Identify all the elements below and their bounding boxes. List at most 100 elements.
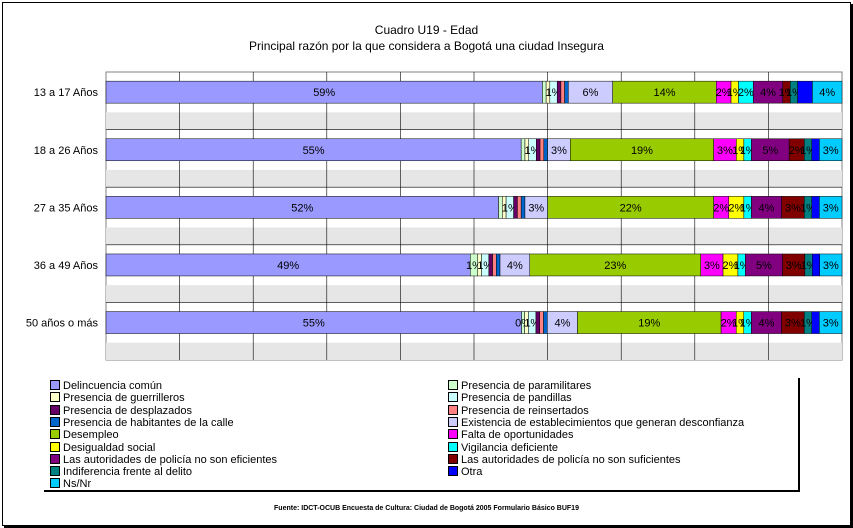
legend-label: Presencia de desplazados: [63, 404, 193, 417]
data-label: 3%: [823, 260, 839, 272]
legend-swatch: [50, 404, 60, 415]
legend-swatch: [50, 429, 60, 440]
data-label: 2%: [716, 87, 732, 99]
source-note: Fuente: IDCT-OCUB Encuesta de Cultura: C…: [274, 505, 579, 512]
legend-swatch: [448, 392, 458, 403]
legend-item: Desigualdad social: [50, 442, 155, 454]
legend-item: Las autoridades de policía no son sufici…: [448, 454, 681, 466]
bar-segment: [539, 311, 544, 334]
legend-item: Presencia de pandillas: [448, 392, 572, 404]
legend-item: Delincuencia común: [50, 380, 162, 392]
data-label: 2%: [713, 202, 729, 214]
category-label: 13 a 17 Años: [34, 87, 99, 99]
bar-segment: [812, 253, 820, 277]
legend-swatch: [50, 441, 60, 452]
data-label: 2%: [738, 87, 754, 99]
legend-item: Falta de oportunidades: [448, 429, 574, 441]
data-label: 4%: [819, 87, 835, 99]
bar-segment: [819, 311, 843, 334]
bar-segment: [492, 253, 497, 277]
bar-segment: [811, 196, 820, 219]
bar-segment: [797, 80, 813, 104]
bar-segment: [819, 196, 843, 219]
category-label: 27 a 35 Años: [34, 202, 99, 214]
bar-segment: [513, 196, 518, 219]
legend-label: Presencia de paramilitares: [461, 380, 592, 392]
bar-segment: [819, 253, 843, 277]
legend-item: Existencia de establecimientos que gener…: [448, 417, 744, 429]
legend-label: Vigilancia deficiente: [461, 441, 559, 454]
legend-swatch: [50, 478, 60, 489]
legend-label: Indiferencia frente al delito: [63, 466, 193, 479]
data-label: 19%: [638, 318, 660, 330]
legend-label: Otra: [461, 466, 483, 479]
legend-label: Existencia de establecimientos que gener…: [461, 416, 745, 429]
bar-segment: [819, 138, 843, 162]
data-label: 3%: [823, 145, 839, 157]
legend-swatch: [448, 404, 458, 415]
data-label: 19%: [631, 145, 653, 157]
data-label: 5%: [762, 145, 778, 157]
bar-segment: [564, 80, 569, 104]
legend-label: Las autoridades de policía no son eficie…: [63, 453, 278, 466]
legend-item: Presencia de desplazados: [50, 405, 192, 417]
data-label: 2%: [789, 145, 805, 157]
data-label: 4%: [758, 318, 774, 330]
legend-swatch: [50, 392, 60, 403]
data-label: 3%: [528, 202, 544, 214]
chart-legend: Delincuencia común Presencia de paramilit…: [44, 378, 800, 492]
bar-segment: [811, 311, 820, 334]
bar-segment: [556, 80, 562, 104]
data-label: 6%: [583, 87, 599, 99]
legend-swatch: [50, 466, 60, 477]
legend-label: Presencia de pandillas: [461, 392, 572, 405]
bar-segment: [560, 80, 565, 104]
legend-label: Desempleo: [63, 429, 119, 442]
legend-label: Falta de oportunidades: [461, 429, 574, 442]
data-label: 22%: [620, 202, 642, 214]
legend-swatch: [50, 453, 60, 464]
bar-segment: [536, 138, 541, 162]
bar-segment: [517, 196, 522, 219]
data-label: 3%: [786, 260, 802, 272]
legend-swatch: [448, 416, 458, 427]
legend-swatch: [50, 380, 60, 391]
data-label: 3%: [551, 145, 567, 157]
bar-segment: [520, 196, 526, 219]
bar-segment: [543, 311, 548, 334]
legend-item: Presencia de paramilitares: [448, 380, 591, 392]
data-label: 3%: [717, 145, 733, 157]
data-label: 3%: [785, 318, 801, 330]
bar-segment: [535, 311, 540, 334]
bar-segment: [539, 138, 545, 162]
data-label: 2%: [721, 318, 737, 330]
legend-item: Presencia de guerrilleros: [50, 392, 185, 404]
category-label: 36 a 49 Años: [34, 260, 99, 272]
legend-label: Ns/Nr: [63, 478, 92, 491]
legend-item: Presencia de habitantes de la calle: [50, 417, 234, 429]
legend-item: Las autoridades de policía no son eficie…: [50, 454, 277, 466]
legend-label: Presencia de guerrilleros: [63, 392, 185, 405]
legend-label: Presencia de reinsertados: [461, 404, 589, 417]
category-label: 18 a 26 Años: [34, 145, 99, 157]
bar-segment: [812, 80, 843, 104]
legend-swatch: [448, 441, 458, 452]
chart-title-block: Cuadro U19 - Edad Principal razón por la…: [0, 22, 853, 54]
legend-item: Otra: [448, 466, 482, 478]
data-label: 52%: [291, 202, 313, 214]
data-label: 3%: [823, 318, 839, 330]
data-label: 55%: [303, 318, 325, 330]
data-label: 4%: [554, 318, 570, 330]
bar-segment: [811, 138, 820, 162]
legend-swatch: [448, 466, 458, 477]
legend-item: Indiferencia frente al delito: [50, 466, 192, 478]
data-label: 23%: [604, 260, 626, 272]
legend-label: Desigualdad social: [63, 441, 156, 454]
legend-swatch: [448, 453, 458, 464]
legend-label: Delincuencia común: [63, 380, 163, 392]
data-label: 2%: [728, 202, 744, 214]
legend-item: Ns/Nr: [50, 478, 91, 490]
legend-swatch: [448, 380, 458, 391]
data-label: 14%: [653, 87, 675, 99]
